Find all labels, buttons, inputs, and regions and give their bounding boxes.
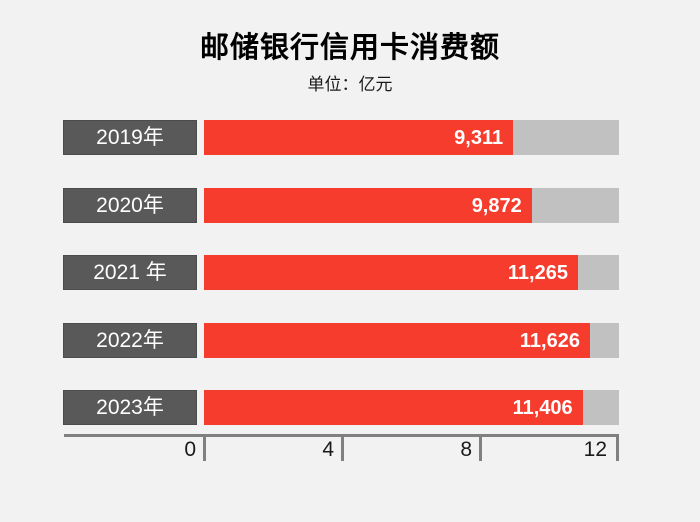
x-axis-tick xyxy=(479,434,482,461)
year-label: 2019年 xyxy=(96,126,164,149)
bar-fill: 11,406 xyxy=(204,390,583,425)
bar-row: 2022年 11,626 xyxy=(63,323,619,358)
x-axis-tick xyxy=(616,434,619,461)
year-label-box: 2019年 xyxy=(63,120,197,155)
year-label-box: 2020年 xyxy=(63,188,197,223)
year-label: 2021 年 xyxy=(93,261,167,284)
x-axis-tick-label: 12 xyxy=(583,438,607,461)
x-axis-tick xyxy=(341,434,344,461)
year-label: 2023年 xyxy=(96,396,164,419)
bar-fill: 9,311 xyxy=(204,120,514,155)
bar-track: 11,265 xyxy=(204,255,619,290)
year-label: 2022年 xyxy=(96,329,164,352)
x-axis: 0 4 8 12 xyxy=(64,434,619,474)
bar-fill: 9,872 xyxy=(204,188,532,223)
bar-value-label: 11,406 xyxy=(512,396,573,419)
bar-value-label: 11,626 xyxy=(519,329,580,352)
bar-value-label: 9,872 xyxy=(471,194,522,217)
chart-title: 邮储银行信用卡消费额 xyxy=(199,32,500,64)
year-label-box: 2023年 xyxy=(63,390,197,425)
bar-row: 2020年 9,872 xyxy=(63,188,619,223)
bar-track: 9,872 xyxy=(204,188,619,223)
bar-row: 2021 年 11,265 xyxy=(63,255,619,290)
x-axis-tick-label: 4 xyxy=(322,438,334,461)
bar-fill: 11,626 xyxy=(204,323,590,358)
bar-track: 9,311 xyxy=(204,120,619,155)
bar-row: 2023年 11,406 xyxy=(63,390,619,425)
year-label-box: 2021 年 xyxy=(63,255,197,290)
year-label-box: 2022年 xyxy=(63,323,197,358)
x-axis-tick-label: 0 xyxy=(184,438,196,461)
bar-track: 11,406 xyxy=(204,390,619,425)
x-axis-tick-label: 8 xyxy=(460,438,472,461)
x-axis-tick xyxy=(203,434,206,461)
bar-value-label: 9,311 xyxy=(454,126,504,149)
chart-unit-subtitle: 单位：亿元 xyxy=(307,75,393,94)
bar-track: 11,626 xyxy=(204,323,619,358)
bar-fill: 11,265 xyxy=(204,255,578,290)
bar-row: 2019年 9,311 xyxy=(63,120,619,155)
bar-value-label: 11,265 xyxy=(507,261,568,284)
year-label: 2020年 xyxy=(96,194,164,217)
